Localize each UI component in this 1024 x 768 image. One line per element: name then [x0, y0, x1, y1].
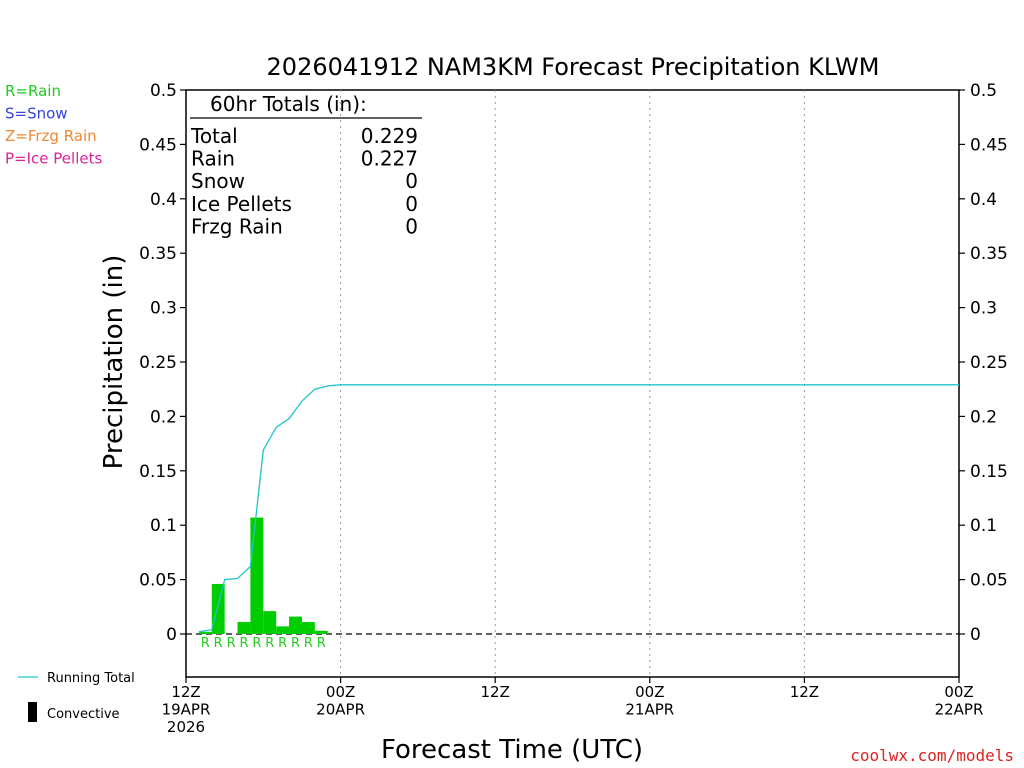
ytick-left-label-0: 0: [166, 625, 177, 645]
precip-type-label-5: R: [265, 636, 274, 651]
credit-link[interactable]: coolwx.com/models: [850, 746, 1014, 765]
xtick-label-3-0: 00Z: [635, 683, 664, 701]
totals-value-3: 0: [405, 192, 418, 216]
xtick-label-1-1: 20APR: [316, 701, 365, 719]
totals-box: 60hr Totals (in): Total 0.229 Rain 0.227 Sno…: [190, 92, 422, 238]
precip-type-label-8: R: [304, 636, 313, 651]
ytick-left-label-1: 0.05: [139, 571, 177, 591]
legend-item-0: R=Rain: [5, 82, 61, 100]
ytick-right-label-1: 0.05: [970, 571, 1008, 591]
ytick-right-label-7: 0.35: [970, 244, 1008, 264]
precip-type-label-0: R: [201, 636, 210, 651]
legend-item-3: P=Ice Pellets: [5, 150, 102, 168]
chart-title: 2026041912 NAM3KM Forecast Precipitation…: [267, 53, 880, 81]
xtick-label-4-0: 12Z: [790, 683, 819, 701]
totals-value-4: 0: [405, 214, 418, 238]
precip-type-label-2: R: [227, 636, 236, 651]
precip-bar-1: [211, 583, 225, 634]
legend-item-1: S=Snow: [5, 105, 68, 123]
precip-bar-7: [289, 616, 302, 634]
convective-swatch: [28, 702, 37, 722]
precip-type-label-7: R: [291, 636, 300, 651]
precip-type-label-4: R: [252, 636, 261, 651]
precip-bar-9: [314, 630, 328, 634]
xtick-label-3-1: 21APR: [625, 701, 674, 719]
precip-bar-3: [237, 622, 251, 634]
ytick-left-label-4: 0.2: [150, 407, 177, 427]
running-total-line: [198, 384, 959, 633]
bottom-legend: Running Total Convective: [18, 671, 135, 722]
precip-bars: [198, 517, 328, 634]
xtick-label-1-0: 00Z: [326, 683, 355, 701]
precip-type-label-9: R: [317, 636, 326, 651]
ytick-left-label-7: 0.35: [139, 244, 177, 264]
ytick-right-label-9: 0.45: [970, 135, 1008, 155]
y-axis-right: 0 0.05 0.1 0.15 0.2 0.25 0.3 0.35 0.4 0.45 0.5: [959, 81, 1008, 645]
totals-label-4: Frzg Rain: [191, 214, 283, 238]
running-total-legend-label: Running Total: [47, 671, 135, 686]
totals-label-3: Ice Pellets: [191, 192, 292, 216]
precip-bar-5: [263, 611, 277, 634]
precip-bar-4: [250, 517, 264, 634]
totals-value-2: 0: [405, 169, 418, 193]
precip-type-label-1: R: [214, 636, 223, 651]
precip-type-legend: R=Rain S=Snow Z=Frzg Rain P=Ice Pellets: [5, 82, 102, 168]
xtick-label-5-0: 00Z: [944, 683, 973, 701]
totals-label-0: Total: [190, 124, 238, 148]
ytick-left-label-6: 0.3: [150, 299, 177, 319]
ytick-right-label-3: 0.15: [970, 462, 1008, 482]
xtick-label-0-0: 12Z: [171, 683, 200, 701]
totals-value-1: 0.227: [361, 147, 418, 171]
ytick-left-label-10: 0.5: [150, 81, 177, 101]
legend-item-2: Z=Frzg Rain: [5, 127, 97, 145]
ytick-left-label-9: 0.45: [139, 135, 177, 155]
precip-type-label-3: R: [239, 636, 248, 651]
xtick-label-2-0: 12Z: [481, 683, 510, 701]
precip-type-label-6: R: [278, 636, 287, 651]
ytick-left-label-2: 0.1: [150, 516, 177, 536]
precip-bar-0: [198, 631, 212, 634]
totals-value-0: 0.229: [361, 124, 418, 148]
ytick-left-label-5: 0.25: [139, 353, 177, 373]
ytick-right-label-5: 0.25: [970, 353, 1008, 373]
xtick-label-5-1: 22APR: [935, 701, 984, 719]
ytick-right-label-2: 0.1: [970, 516, 997, 536]
y-axis-title: Precipitation (in): [99, 255, 129, 470]
ytick-left-label-8: 0.4: [150, 190, 177, 210]
xtick-label-0-1: 19APR: [162, 701, 211, 719]
totals-label-2: Snow: [191, 169, 245, 193]
ytick-right-label-10: 0.5: [970, 81, 997, 101]
totals-label-1: Rain: [191, 147, 235, 171]
totals-header: 60hr Totals (in):: [210, 92, 367, 116]
convective-legend-label: Convective: [47, 707, 120, 722]
y-axis-left: 0 0.05 0.1 0.15 0.2 0.25 0.3 0.35 0.4 0.45 0.5: [139, 81, 186, 645]
xtick-label-0-2: 2026: [167, 718, 205, 736]
ytick-right-label-0: 0: [970, 625, 981, 645]
precip-bar-6: [276, 626, 290, 634]
ytick-right-label-8: 0.4: [970, 190, 997, 210]
precip-bar-8: [301, 622, 315, 634]
ytick-right-label-4: 0.2: [970, 407, 997, 427]
ytick-left-label-3: 0.15: [139, 462, 177, 482]
x-grid: [340, 90, 805, 677]
plot-frame: [185, 89, 960, 678]
x-axis-title: Forecast Time (UTC): [381, 735, 643, 765]
ytick-right-label-6: 0.3: [970, 299, 997, 319]
